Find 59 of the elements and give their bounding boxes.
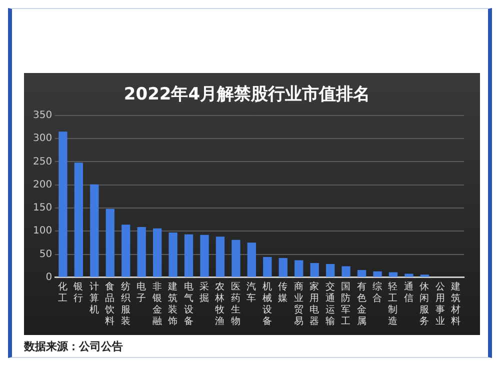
bar — [247, 242, 256, 277]
y-tick-label: 150 — [32, 202, 52, 214]
bar — [373, 271, 382, 277]
x-tick-label: 计算机 — [89, 280, 100, 316]
bar — [90, 184, 99, 277]
bar — [137, 226, 146, 277]
bar — [342, 266, 350, 277]
bar — [294, 260, 304, 277]
x-tick-label: 休闲服务 — [420, 282, 430, 327]
bar — [263, 257, 272, 277]
y-tick-label: 300 — [32, 133, 52, 144]
x-tick-label: 电气设备 — [184, 280, 194, 327]
y-tick-label: 250 — [32, 156, 52, 168]
chart-title: 2022年4月解禁股行业市值排名 — [124, 84, 370, 105]
bar — [357, 270, 366, 277]
source-note: 数据来源：公司公告 — [24, 339, 123, 354]
bar — [184, 234, 194, 277]
x-tick-label: 传媒 — [278, 282, 288, 304]
bar — [168, 232, 178, 277]
x-tick-label: 机械设备 — [262, 280, 272, 327]
x-tick-label: 有色金属 — [356, 280, 367, 327]
x-tick-label: 商业贸易 — [294, 280, 304, 327]
bar — [58, 132, 68, 277]
bar — [326, 264, 335, 277]
y-tick-label: 50 — [39, 248, 52, 260]
x-tick-label: 轻工制造 — [388, 280, 398, 327]
bar — [200, 234, 209, 277]
x-tick-label: 建筑材料 — [450, 280, 462, 327]
bar — [106, 208, 114, 277]
x-tick-label: 医药生物 — [230, 282, 241, 327]
bar — [388, 272, 398, 277]
y-tick-label: 0 — [46, 272, 52, 283]
bar — [74, 162, 84, 277]
x-tick-label: 食品饮料 — [104, 280, 116, 327]
x-tick-label: 电子 — [136, 280, 147, 304]
y-tick-label: 350 — [32, 110, 52, 121]
x-tick-label: 非银金融 — [151, 280, 162, 327]
x-tick-label: 国防军工 — [341, 282, 352, 327]
bar — [232, 240, 240, 277]
x-tick-label: 化工 — [58, 280, 68, 304]
y-tick-label: 200 — [32, 179, 52, 190]
x-tick-label: 建筑装饰 — [167, 280, 178, 327]
bar — [310, 263, 319, 277]
x-tick-label: 纺织服装 — [120, 280, 131, 327]
bar — [216, 236, 225, 277]
x-tick-label: 综合 — [372, 280, 382, 304]
x-tick-label: 通信 — [404, 280, 414, 304]
bar — [152, 228, 162, 277]
x-tick-label: 银行 — [72, 282, 84, 304]
bar — [278, 258, 288, 277]
x-tick-label: 汽车 — [246, 280, 257, 304]
x-tick-label: 家用电器 — [310, 280, 320, 327]
bar — [122, 224, 130, 277]
x-tick-label: 采掘 — [199, 280, 210, 304]
y-tick-label: 100 — [32, 226, 52, 237]
x-tick-label: 农林牧渔 — [214, 282, 226, 327]
bar — [404, 274, 414, 277]
x-tick-label: 公用事业 — [435, 280, 446, 327]
x-tick-label: 交通运输 — [325, 280, 336, 327]
